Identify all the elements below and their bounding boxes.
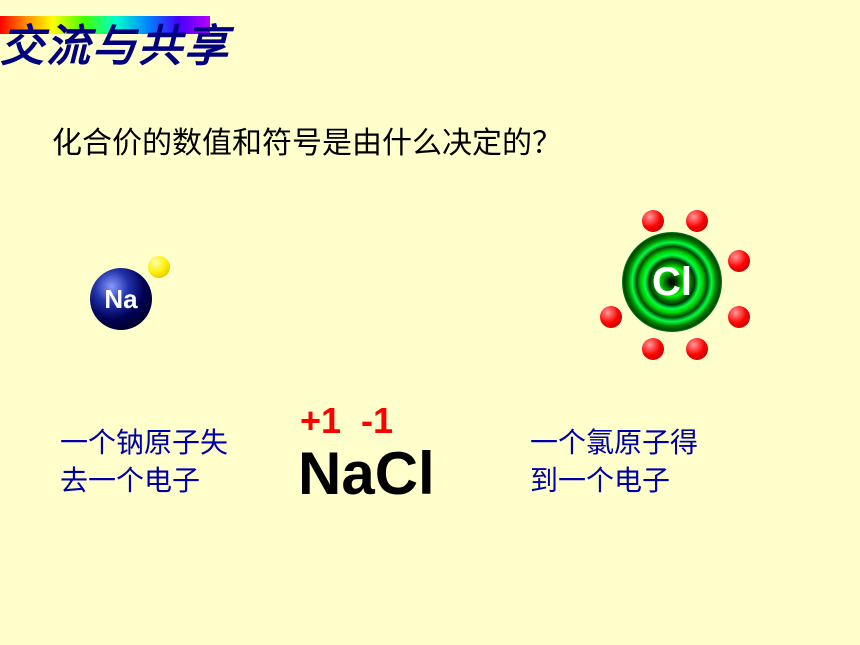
- cl-electron: [728, 306, 750, 328]
- formula-text: NaCl: [298, 444, 435, 504]
- na-valence: +1: [300, 400, 341, 442]
- cl-description: 一个氯原子得 到一个电子: [530, 425, 698, 501]
- valence-row: +1 -1: [298, 400, 435, 442]
- cl-electron: [728, 250, 750, 272]
- cl-electron: [686, 338, 708, 360]
- question-text: 化合价的数值和符号是由什么决定的？: [52, 118, 562, 162]
- cl-electron: [686, 210, 708, 232]
- na-electron: [148, 256, 170, 278]
- cl-desc-line1: 一个氯原子得: [530, 425, 698, 463]
- cl-electron: [642, 338, 664, 360]
- na-core: Na: [90, 268, 152, 330]
- cl-electron: [600, 306, 622, 328]
- cl-desc-line2: 到一个电子: [530, 463, 698, 501]
- na-symbol: Na: [104, 284, 137, 315]
- formula-block: +1 -1 NaCl: [298, 400, 435, 504]
- header-title: 交流与共享: [0, 10, 230, 74]
- na-desc-line1: 一个钠原子失: [60, 425, 228, 463]
- na-desc-line2: 去一个电子: [60, 463, 228, 501]
- cl-core: Cl: [622, 232, 722, 332]
- cl-electron: [642, 210, 664, 232]
- cl-symbol: Cl: [652, 260, 692, 305]
- na-description: 一个钠原子失 去一个电子: [60, 425, 228, 501]
- cl-atom-diagram: Cl: [600, 210, 760, 370]
- cl-valence: -1: [361, 400, 393, 442]
- na-atom-diagram: Na: [80, 250, 200, 350]
